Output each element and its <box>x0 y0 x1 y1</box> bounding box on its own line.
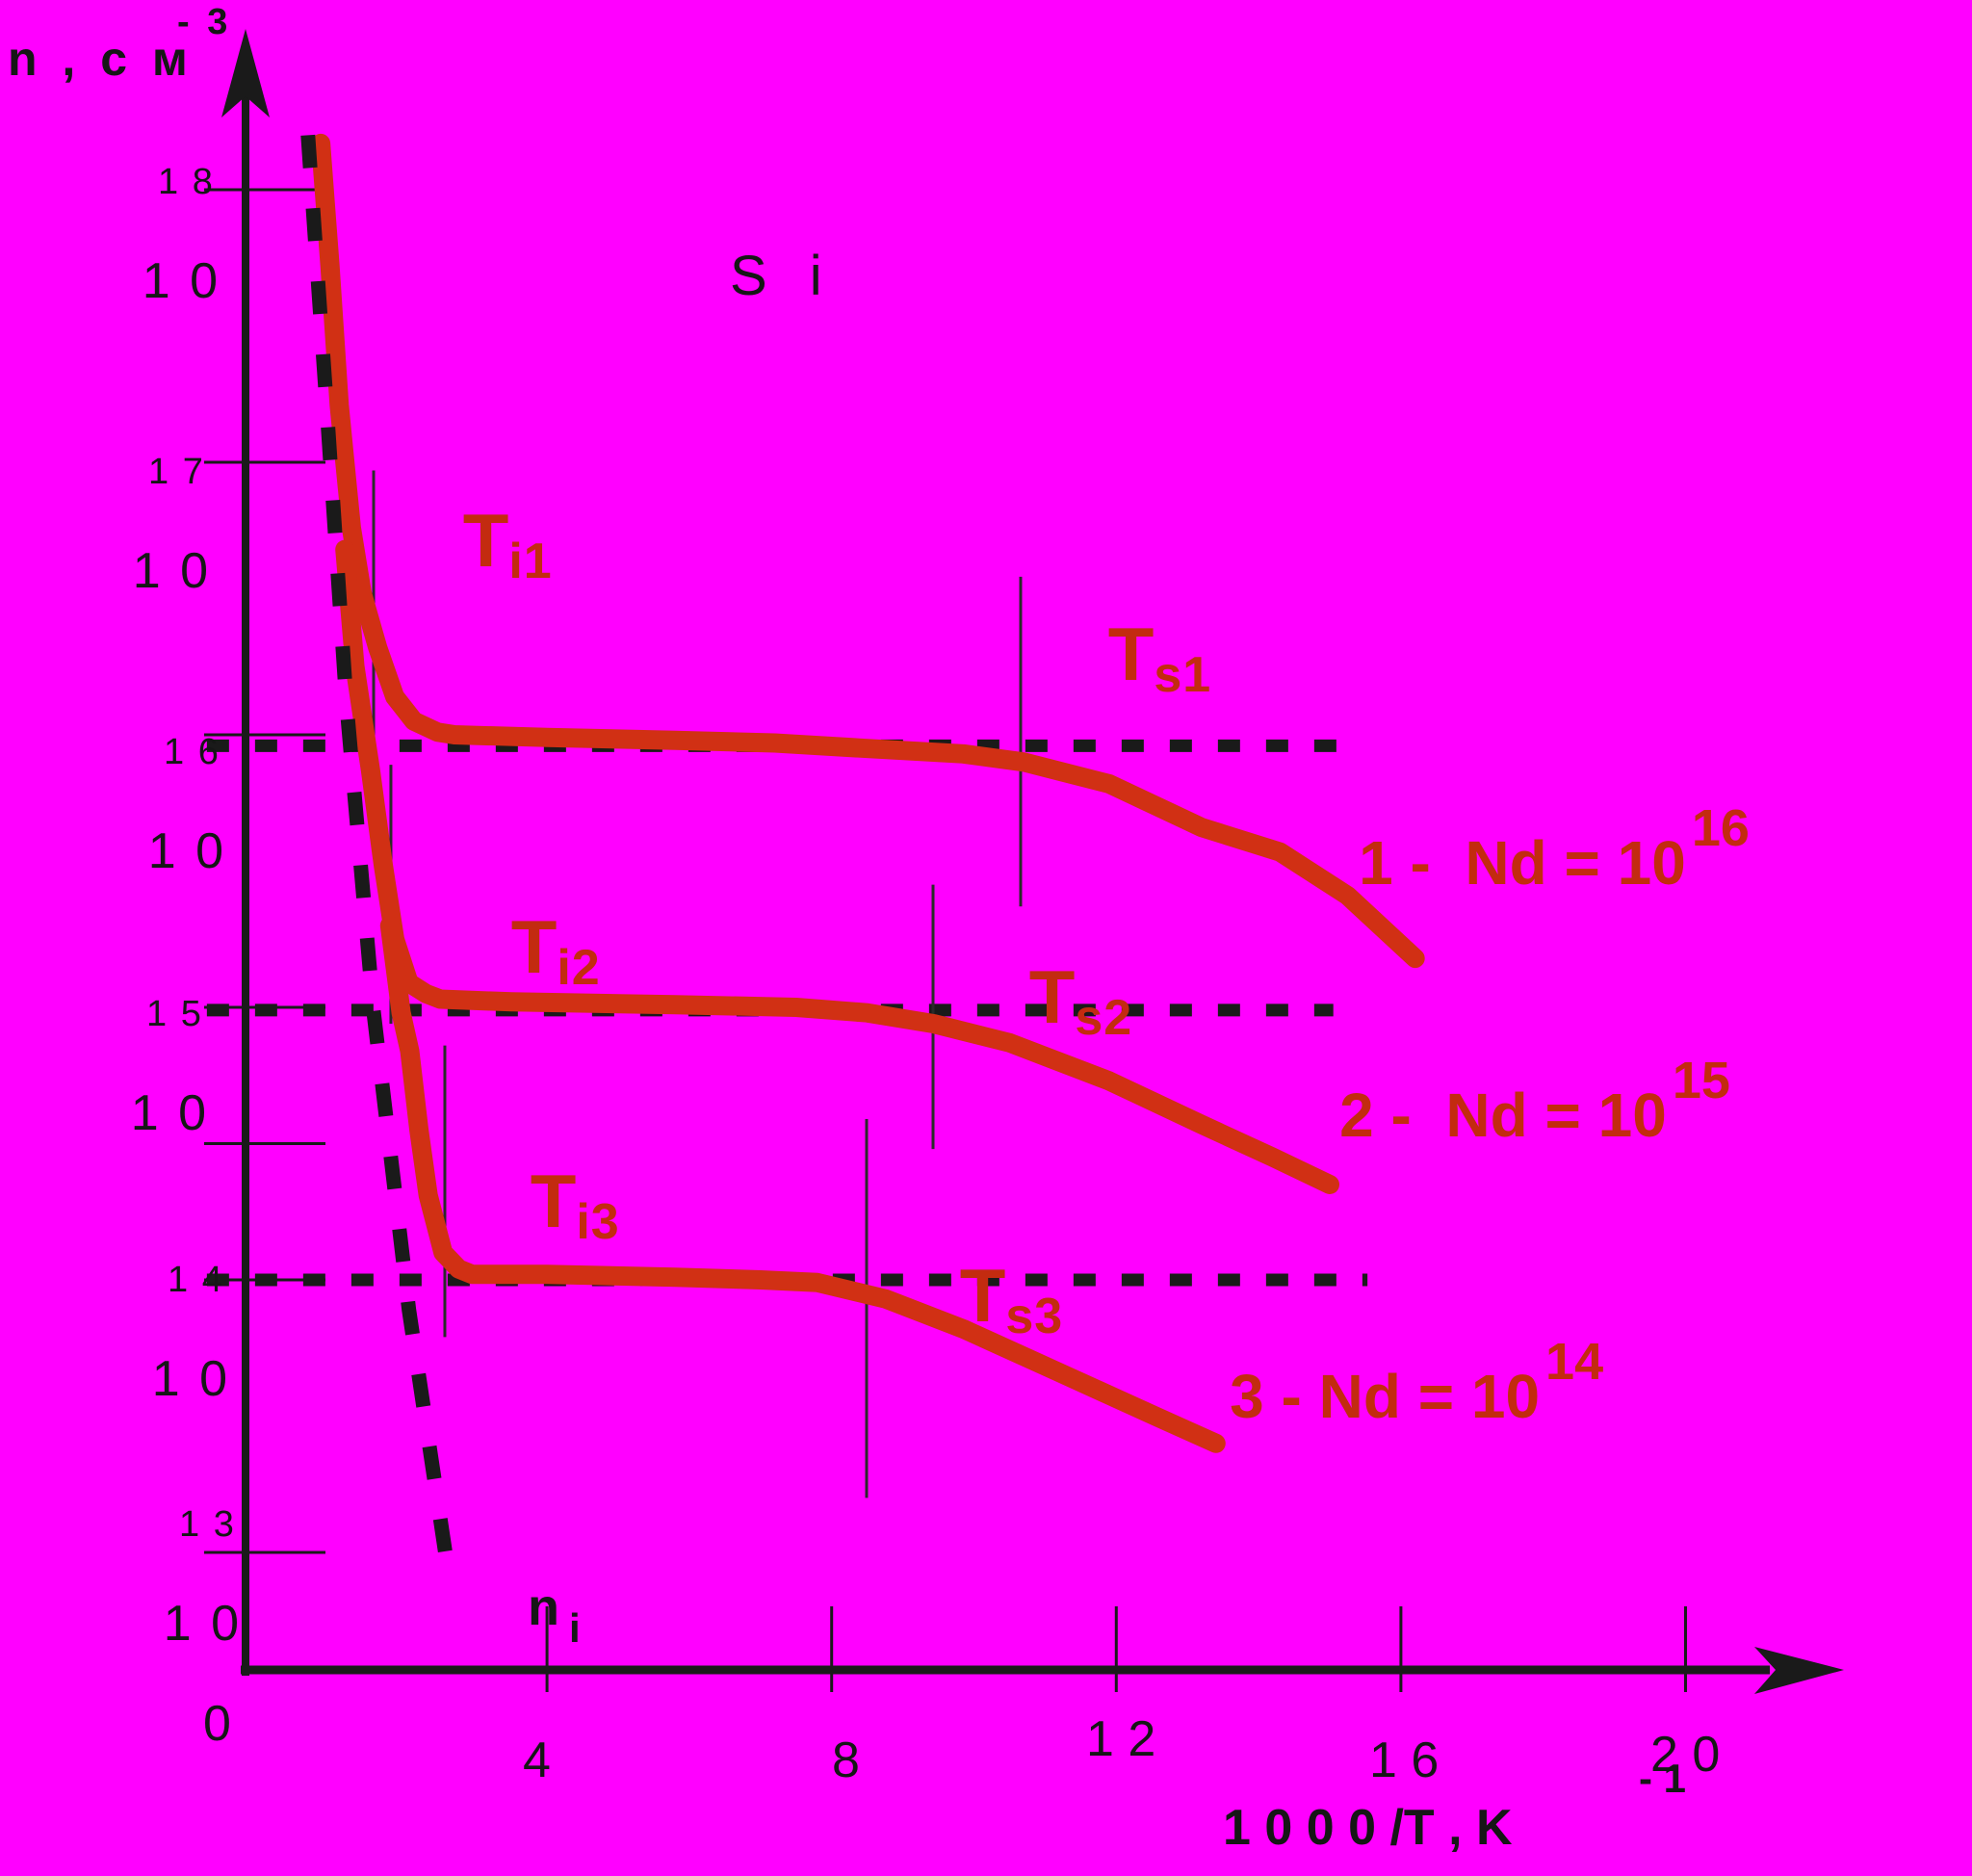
series-intrinsic-ni <box>300 134 458 1587</box>
x-tick-label-8: 8 <box>832 1733 860 1788</box>
legend-curve-3: 3 - Nd = 10 14 <box>1230 1333 1604 1431</box>
x-axis-title: 1 0 0 0 /T , K <box>1223 1800 1513 1856</box>
marker-label-Ts3: Ts3 <box>959 1253 1064 1344</box>
series-curve-3 <box>379 916 1226 1453</box>
x-origin-label: 0 <box>203 1696 231 1752</box>
series-curve-1 <box>311 133 1425 969</box>
marker-label-Ti1: Ti1 <box>462 498 553 589</box>
x-tick-label-16: 1 6 <box>1369 1733 1440 1788</box>
marker-label-Ts2: Ts2 <box>1028 954 1133 1046</box>
x-axis-arrowhead <box>1754 1647 1844 1694</box>
y-axis-arrowhead <box>221 29 270 117</box>
marker-label-Ti3: Ti3 <box>530 1159 620 1250</box>
x-tick-label-20: 2 0 <box>1650 1727 1721 1783</box>
x-tick-label-4: 4 <box>523 1733 551 1788</box>
series-curve-2 <box>335 539 1339 1194</box>
legend-curve-1: 1 - Nd = 10 16 <box>1359 799 1750 898</box>
chart-title-si: S i <box>730 245 836 307</box>
y-axis-title: n , с м <box>8 32 194 86</box>
x-tick-label-12: 1 2 <box>1086 1711 1156 1767</box>
x-axis-title-exponent: - 1 <box>1639 1756 1687 1801</box>
marker-label-Ts1: Ts1 <box>1107 612 1212 703</box>
legend-curve-2: 2 - Nd = 10 15 <box>1339 1052 1730 1150</box>
y-axis-title-exponent: - 3 <box>177 2 232 42</box>
marker-label-Ti2: Ti2 <box>510 904 601 996</box>
